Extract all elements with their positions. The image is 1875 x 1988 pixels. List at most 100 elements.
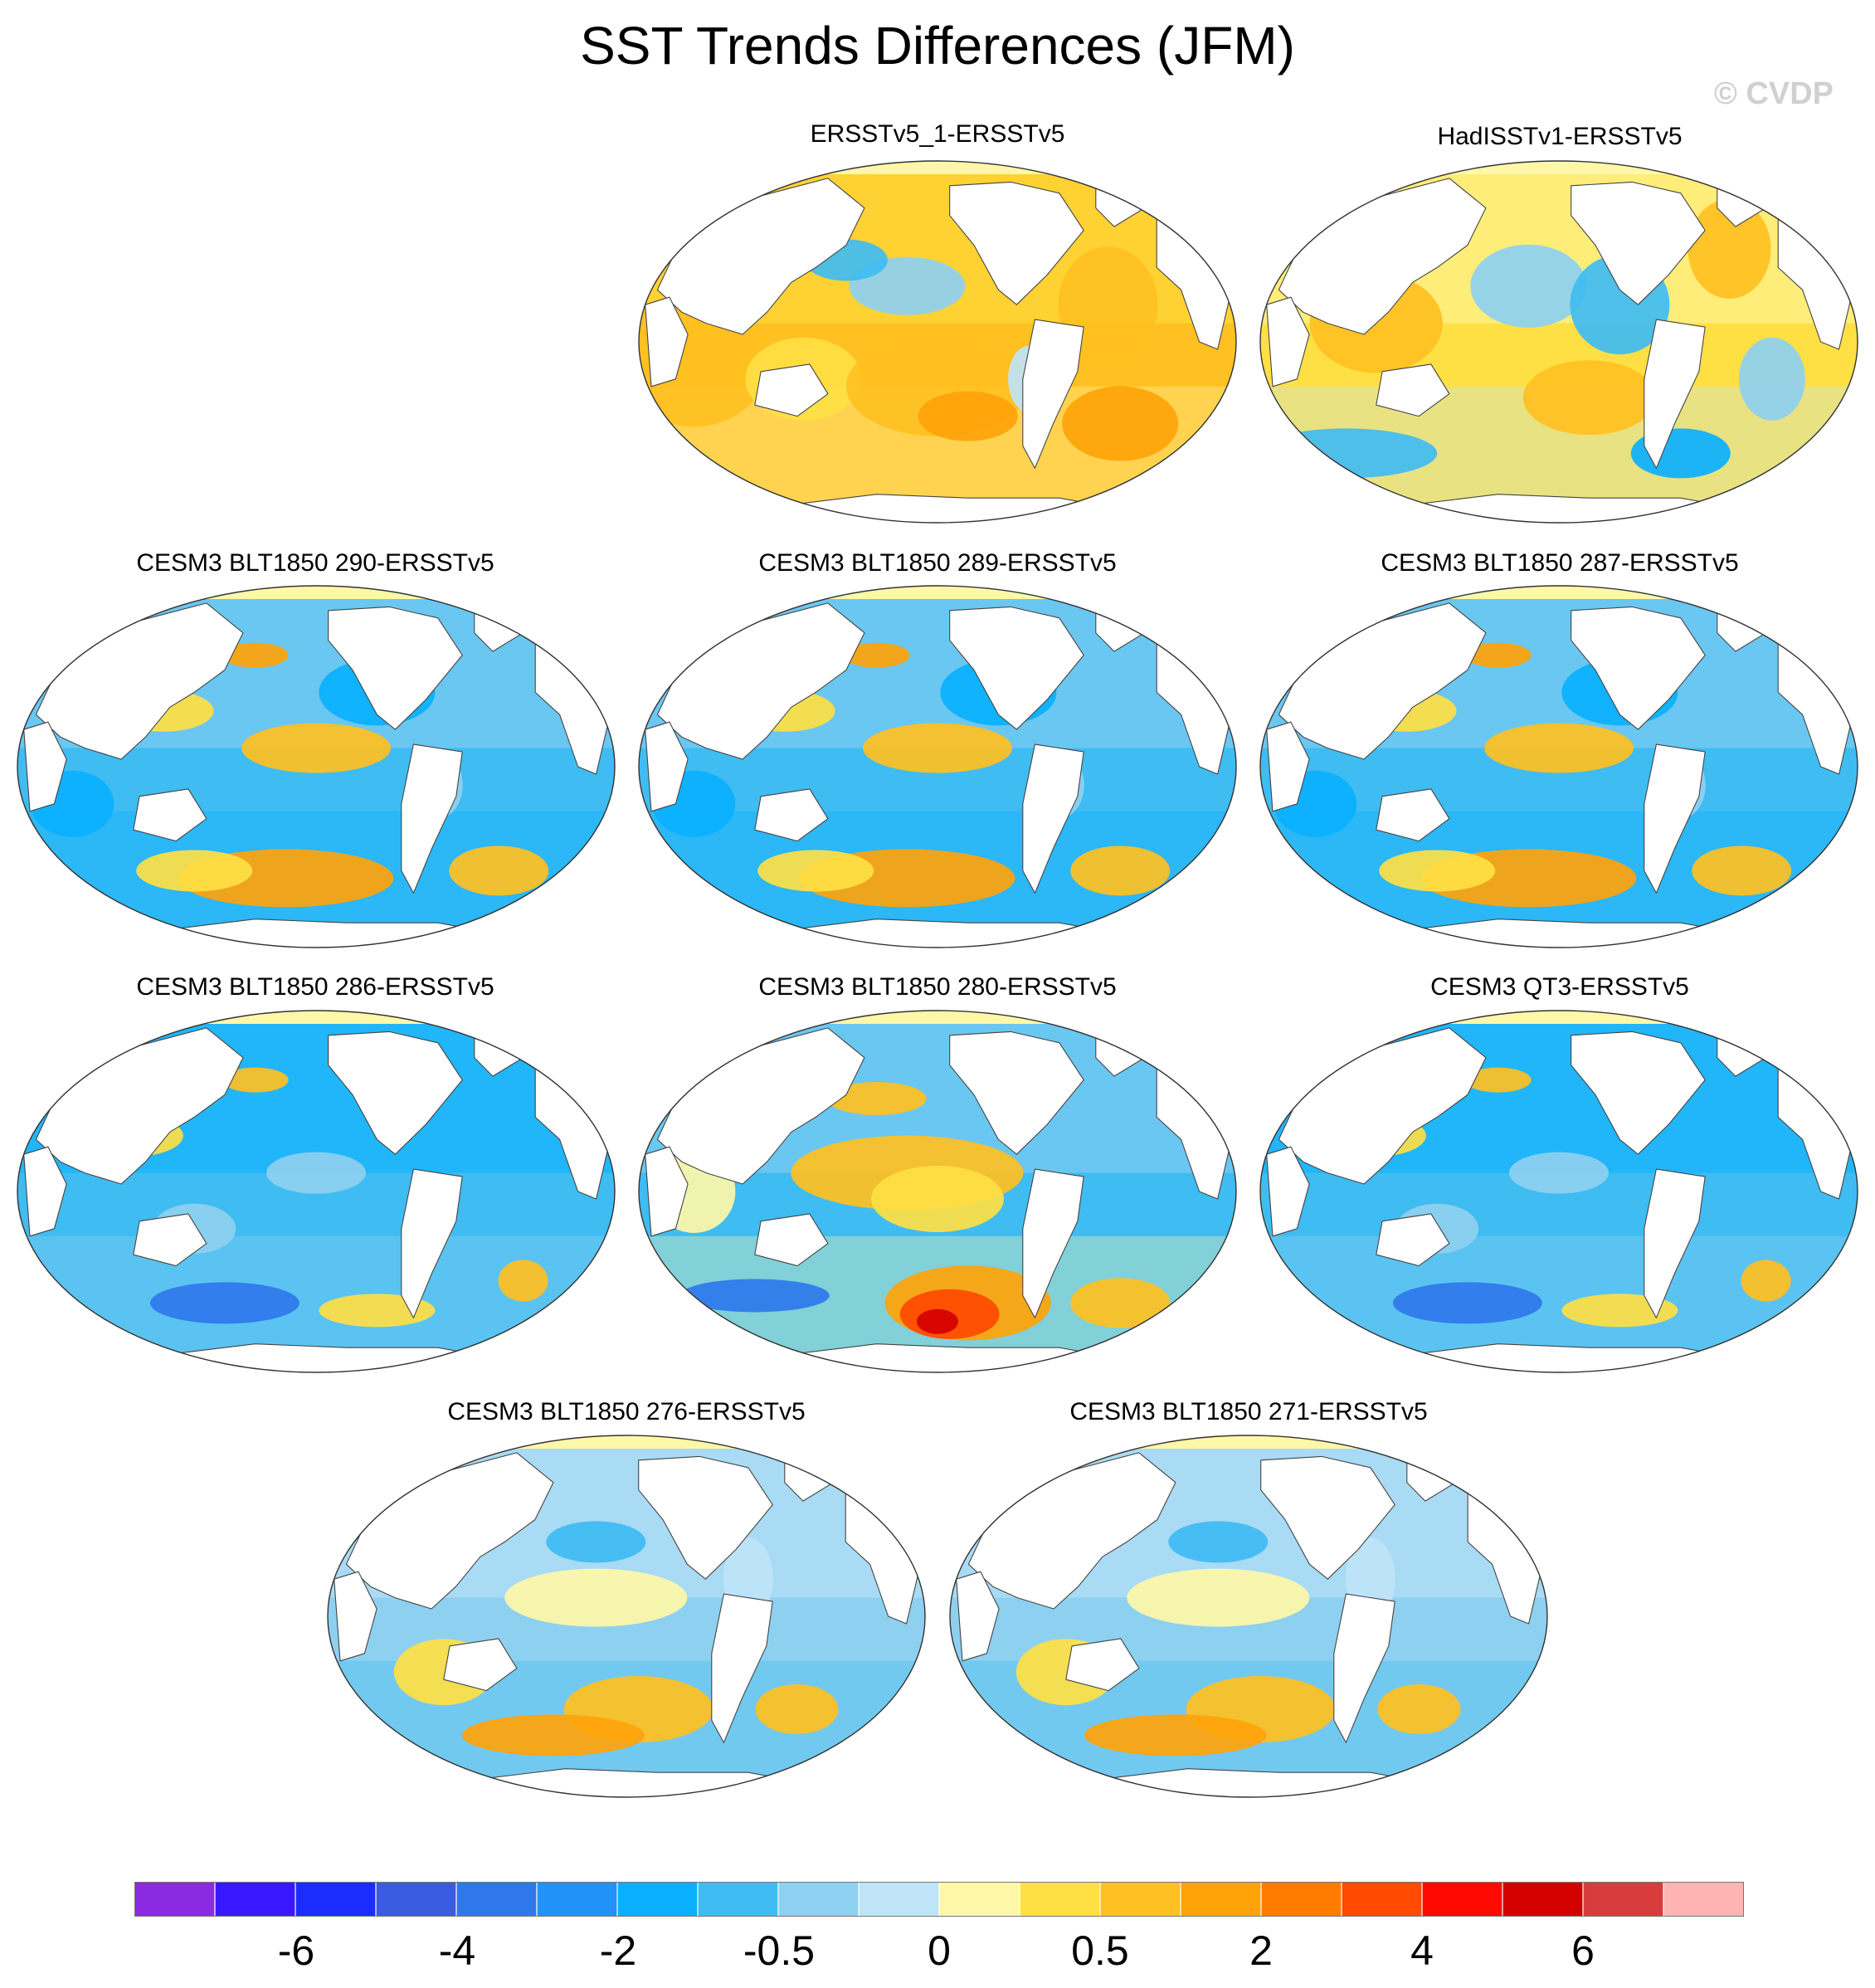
anomaly-patch bbox=[1127, 1568, 1310, 1627]
arctic-band bbox=[1437, 1011, 1712, 1024]
panel-title-2: HadISSTv1-ERSSTv5 bbox=[1437, 123, 1683, 150]
copyright-watermark: © CVDP bbox=[1713, 76, 1834, 111]
anomaly-patch bbox=[504, 1568, 688, 1627]
land-mass bbox=[754, 1213, 829, 1267]
land-mass bbox=[1022, 743, 1084, 894]
anomaly-patch bbox=[1070, 845, 1171, 896]
arctic-band bbox=[1437, 161, 1712, 174]
map-outline bbox=[17, 1010, 616, 1373]
colorbar bbox=[134, 1882, 1744, 1917]
arctic-band bbox=[816, 161, 1090, 174]
map-panel-6 bbox=[17, 1010, 616, 1373]
land-mass bbox=[1571, 181, 1706, 305]
map-outline bbox=[327, 1435, 926, 1798]
panel-title-3: CESM3 BLT1850 290-ERSSTv5 bbox=[136, 549, 494, 577]
land-mass bbox=[1644, 743, 1706, 894]
anomaly-patch bbox=[863, 723, 1012, 773]
map-outline bbox=[949, 1435, 1548, 1798]
anomaly-patch bbox=[1484, 723, 1634, 773]
anomaly-patch bbox=[546, 1521, 646, 1563]
land-mass bbox=[1260, 1455, 1395, 1580]
panel-title-9: CESM3 BLT1850 276-ERSSTv5 bbox=[447, 1398, 806, 1425]
anomaly-patch bbox=[241, 723, 391, 773]
colorbar-swatch bbox=[1020, 1882, 1101, 1917]
panel-title-4: CESM3 BLT1850 289-ERSSTv5 bbox=[758, 549, 1117, 577]
land-mass bbox=[645, 296, 689, 387]
arctic-band bbox=[194, 1011, 469, 1024]
anomaly-patch bbox=[1464, 642, 1532, 668]
land-mass bbox=[133, 1213, 207, 1267]
land-mass bbox=[1644, 1168, 1706, 1318]
anomaly-patch bbox=[1168, 1521, 1269, 1563]
anomaly-patch bbox=[222, 1067, 289, 1093]
land-mass bbox=[949, 1031, 1084, 1155]
land-mass bbox=[23, 1146, 67, 1237]
anomaly-patch bbox=[1464, 1067, 1532, 1093]
colorbar-swatch bbox=[295, 1882, 377, 1917]
anomaly-patch bbox=[1509, 1152, 1609, 1194]
anomaly-patch bbox=[1392, 1282, 1542, 1324]
colorbar-swatch bbox=[1100, 1882, 1181, 1917]
anomaly-patch bbox=[1377, 1684, 1461, 1734]
anomaly-patch bbox=[461, 1714, 645, 1757]
panel-title-7: CESM3 BLT1850 280-ERSSTv5 bbox=[758, 973, 1117, 1001]
anomaly-patch bbox=[1470, 244, 1587, 328]
map-panel-10 bbox=[949, 1435, 1548, 1798]
arctic-band bbox=[504, 1435, 779, 1449]
arctic-band bbox=[1127, 1435, 1401, 1449]
map-panel-4 bbox=[638, 585, 1237, 948]
land-mass bbox=[328, 606, 463, 730]
colorbar-label: 0.5 bbox=[1071, 1927, 1129, 1974]
map-panel-9 bbox=[327, 1435, 926, 1798]
anomaly-patch bbox=[1062, 386, 1179, 461]
land-mass bbox=[645, 721, 689, 812]
land-mass bbox=[638, 1455, 773, 1580]
land-mass bbox=[1571, 606, 1706, 730]
map-panel-5 bbox=[1259, 585, 1858, 948]
map-outline bbox=[17, 585, 616, 948]
land-mass bbox=[1376, 363, 1450, 417]
colorbar-swatch bbox=[1502, 1882, 1584, 1917]
land-mass bbox=[1266, 1146, 1310, 1237]
arctic-band bbox=[194, 586, 469, 599]
colorbar-label: -6 bbox=[277, 1927, 315, 1974]
land-mass bbox=[1644, 319, 1706, 469]
map-outline bbox=[1259, 1010, 1858, 1373]
colorbar-swatch bbox=[1181, 1882, 1262, 1917]
land-mass bbox=[1065, 1638, 1140, 1692]
anomaly-patch bbox=[222, 642, 289, 668]
colorbar-swatch bbox=[1342, 1882, 1423, 1917]
anomaly-patch bbox=[1379, 850, 1496, 892]
colorbar-swatch bbox=[617, 1882, 699, 1917]
anomaly-patch bbox=[136, 850, 253, 892]
land-mass bbox=[949, 181, 1084, 305]
anomaly-patch bbox=[149, 1282, 300, 1324]
panel-title-5: CESM3 BLT1850 287-ERSSTv5 bbox=[1381, 549, 1739, 577]
land-mass bbox=[1376, 1213, 1450, 1267]
map-panel-3 bbox=[17, 585, 616, 948]
anomaly-patch bbox=[1522, 360, 1656, 436]
figure-title: SST Trends Differences (JFM) bbox=[580, 16, 1295, 76]
land-mass bbox=[1022, 1168, 1084, 1318]
colorbar-swatch bbox=[939, 1882, 1020, 1917]
map-panel-1 bbox=[638, 160, 1237, 524]
colorbar-swatch bbox=[1261, 1882, 1342, 1917]
colorbar-swatch bbox=[215, 1882, 296, 1917]
anomaly-patch bbox=[1260, 428, 1438, 479]
anomaly-patch bbox=[266, 1152, 366, 1194]
anomaly-patch bbox=[871, 1165, 1004, 1232]
anomaly-patch bbox=[843, 642, 910, 668]
anomaly-patch bbox=[1692, 845, 1792, 896]
colorbar-swatch bbox=[698, 1882, 779, 1917]
land-mass bbox=[754, 363, 829, 417]
colorbar-swatch bbox=[859, 1882, 940, 1917]
land-mass bbox=[754, 788, 829, 842]
anomaly-patch bbox=[1084, 1714, 1267, 1757]
anomaly-patch bbox=[826, 1082, 927, 1115]
colorbar-label: 6 bbox=[1571, 1927, 1595, 1974]
land-mass bbox=[1022, 319, 1084, 469]
land-mass bbox=[1266, 296, 1310, 387]
anomaly-patch bbox=[1688, 199, 1771, 299]
land-mass bbox=[1376, 788, 1450, 842]
